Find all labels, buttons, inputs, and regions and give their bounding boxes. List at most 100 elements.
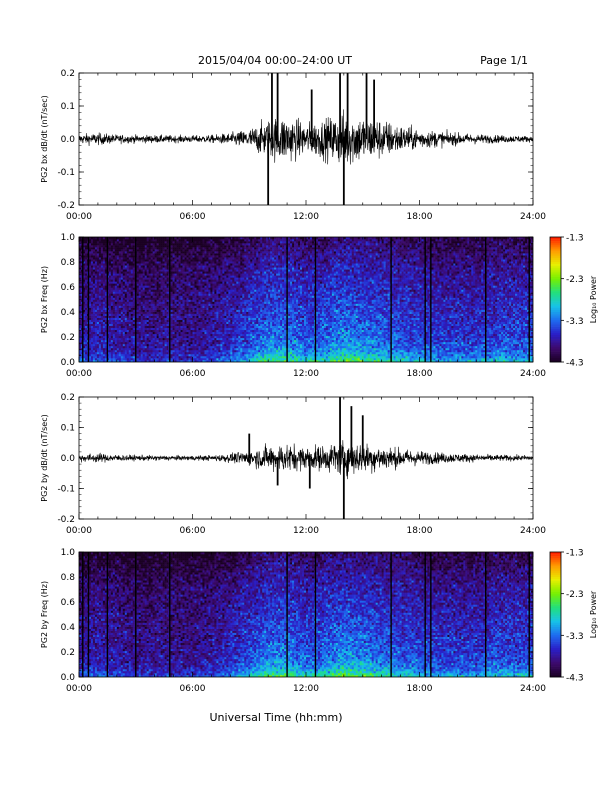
heatmap-cell xyxy=(166,307,169,310)
heatmap-cell xyxy=(210,279,213,282)
heatmap-cell xyxy=(136,357,140,361)
heatmap-cell xyxy=(178,319,181,322)
heatmap-cell xyxy=(222,355,225,359)
heatmap-cell xyxy=(90,243,94,246)
heatmap-cell xyxy=(220,319,223,322)
heatmap-cell xyxy=(198,271,201,274)
heatmap-cell xyxy=(124,261,128,264)
heatmap-cell xyxy=(154,319,157,322)
heatmap-cell xyxy=(232,313,235,316)
heatmap-cell xyxy=(138,243,142,246)
heatmap-cell xyxy=(120,351,124,355)
heatmap-cell xyxy=(110,339,114,343)
heatmap-cell xyxy=(234,313,237,316)
heatmap-cell xyxy=(132,287,136,290)
heatmap-cell xyxy=(210,261,213,264)
heatmap-cell xyxy=(82,259,86,262)
heatmap-cell xyxy=(206,323,209,327)
heatmap-cell xyxy=(206,245,209,248)
heatmap-cell xyxy=(114,317,118,320)
heatmap-cell xyxy=(216,283,219,286)
heatmap-cell xyxy=(136,297,140,300)
heatmap-cell xyxy=(140,325,144,329)
heatmap-cell xyxy=(144,283,147,286)
heatmap-cell xyxy=(136,247,140,250)
heatmap-cell xyxy=(98,311,102,314)
heatmap-cell xyxy=(188,249,191,252)
heatmap-cell xyxy=(79,303,82,306)
heatmap-cell xyxy=(226,289,229,292)
heatmap-cell xyxy=(232,299,235,302)
heatmap-cell xyxy=(164,251,167,254)
heatmap-cell xyxy=(220,289,223,292)
heatmap-cell xyxy=(102,291,106,294)
heatmap-cell xyxy=(172,343,175,347)
heatmap-cell xyxy=(228,353,231,357)
heatmap-cell xyxy=(144,291,147,294)
heatmap-cell xyxy=(110,279,114,282)
heatmap-cell xyxy=(234,347,237,351)
heatmap-cell xyxy=(228,243,231,246)
heatmap-cell xyxy=(120,315,124,318)
heatmap-cell xyxy=(186,289,189,292)
heatmap-cell xyxy=(176,337,179,341)
heatmap-cell xyxy=(210,253,213,256)
heatmap-cell xyxy=(220,245,223,248)
heatmap-cell xyxy=(100,339,104,343)
heatmap-cell xyxy=(142,285,146,288)
heatmap-cell xyxy=(140,255,144,258)
heatmap-cell xyxy=(208,319,211,322)
heatmap-cell xyxy=(108,357,112,361)
heatmap-cell xyxy=(154,337,157,341)
heatmap-cell xyxy=(82,313,86,316)
heatmap-cell xyxy=(148,277,151,280)
heatmap-cell xyxy=(224,261,227,264)
heatmap-cell xyxy=(98,351,102,355)
heatmap-cell xyxy=(110,297,114,300)
heatmap-cell xyxy=(160,297,163,300)
heatmap-cell xyxy=(140,345,144,349)
heatmap-cell xyxy=(124,359,128,362)
heatmap-cell xyxy=(102,249,106,252)
heatmap-cell xyxy=(142,297,146,300)
heatmap-cell xyxy=(182,273,185,276)
heatmap-cell xyxy=(176,289,179,292)
heatmap-cell xyxy=(230,295,233,298)
heatmap-cell xyxy=(142,327,146,331)
heatmap-cell xyxy=(198,259,201,262)
heatmap-cell xyxy=(194,243,197,246)
heatmap-cell xyxy=(96,247,100,250)
heatmap-cell xyxy=(146,261,149,264)
heatmap-cell xyxy=(200,331,203,335)
heatmap-cell xyxy=(220,285,223,288)
heatmap-cell xyxy=(182,281,185,284)
heatmap-cell xyxy=(174,239,177,242)
heatmap-cell xyxy=(172,311,175,314)
heatmap-cell xyxy=(152,337,155,341)
heatmap-cell xyxy=(88,249,92,252)
heatmap-cell xyxy=(94,293,98,296)
heatmap-cell xyxy=(84,337,88,341)
heatmap-cell xyxy=(178,299,181,302)
heatmap-cell xyxy=(100,353,104,357)
heatmap-cell xyxy=(146,293,149,296)
heatmap-cell xyxy=(162,285,165,288)
heatmap-cell xyxy=(100,301,104,304)
heatmap-cell xyxy=(174,317,177,320)
heatmap-cell xyxy=(182,351,185,355)
heatmap-cell xyxy=(92,303,96,306)
heatmap-cell xyxy=(172,263,175,266)
heatmap-cell xyxy=(172,355,175,359)
heatmap-cell xyxy=(118,277,122,280)
heatmap-cell xyxy=(162,243,165,246)
heatmap-cell xyxy=(88,309,92,312)
heatmap-cell xyxy=(114,289,118,292)
heatmap-cell xyxy=(166,285,169,288)
heatmap-cell xyxy=(210,277,213,280)
heatmap-cell xyxy=(172,349,175,353)
heatmap-cell xyxy=(200,273,203,276)
heatmap-cell xyxy=(170,245,173,248)
heatmap-cell xyxy=(82,255,86,258)
heatmap-cell xyxy=(130,311,134,314)
heatmap-cell xyxy=(94,301,98,304)
